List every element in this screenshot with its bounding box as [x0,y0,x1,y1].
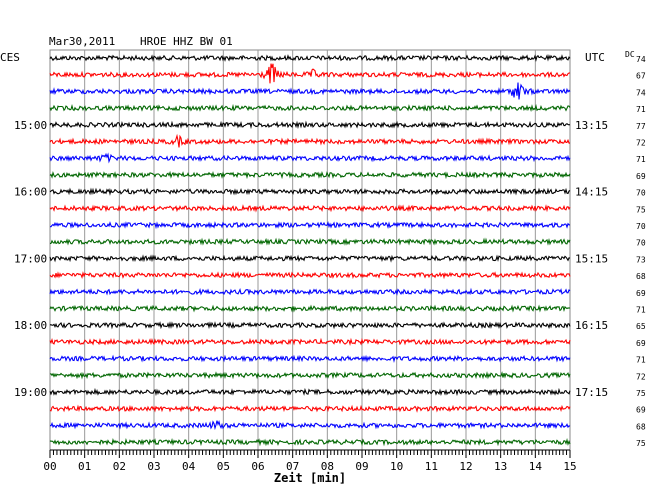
x-tick-label: 08 [321,460,334,473]
hour-labels: 15:00 16:00 17:00 18:00 19:00 13:15 14:15 15:15… [14,119,608,399]
x-axis: 00 01 02 03 04 05 06 07 08 09 10 11 12 13 14 15 [43,449,577,473]
left-timezone-label: CES [0,51,20,64]
trace-18 [49,337,571,346]
trace-14 [49,271,571,280]
x-tick-label: 09 [355,460,368,473]
trace-3 [49,82,571,100]
x-tick-label: 04 [182,460,196,473]
dc-value: 72 [636,372,646,381]
dc-value: 75 [636,439,646,448]
left-hour-label: 18:00 [14,319,47,332]
dc-value: 75 [636,205,646,214]
right-hour-label: 17:15 [575,386,608,399]
trace-15 [49,287,571,296]
x-tick-label: 10 [390,460,403,473]
x-tick-label: 01 [78,460,91,473]
right-hour-label: 13:15 [575,119,608,132]
dc-value: 71 [636,155,646,164]
dc-value: 69 [636,339,646,348]
trace-12 [49,237,571,246]
date-label: Mar30,2011 [49,35,115,48]
dc-value: 67 [636,72,646,81]
trace-20 [49,371,571,380]
x-tick-label: 03 [147,460,160,473]
dc-value: 77 [636,122,646,131]
dc-value: 74 [636,55,646,64]
dc-value: 73 [636,255,646,264]
x-tick-label: 02 [113,460,126,473]
dc-value: 70 [636,239,646,248]
trace-7 [49,152,571,164]
trace-8 [49,170,571,180]
dc-values: 74 67 74 71 77 72 71 69 70 75 70 70 73 68 69 71 65 69 71 72… [636,55,646,448]
dc-value: 71 [636,306,646,315]
dc-value: 75 [636,389,646,398]
trace-13 [49,254,571,263]
x-tick-label: 06 [251,460,264,473]
x-tick-label: 13 [494,460,507,473]
dc-value: 68 [636,422,646,431]
x-axis-label: Zeit [min] [274,471,346,485]
trace-24 [49,437,571,447]
trace-9 [49,187,571,196]
dc-value: 70 [636,189,646,198]
trace-4 [49,103,571,113]
dc-value: 69 [636,406,646,415]
trace-17 [49,321,571,330]
dc-header-label: DC [625,50,635,59]
x-tick-label: 12 [459,460,472,473]
trace-11 [50,220,571,230]
x-tick-label: 07 [286,460,299,473]
trace-22 [49,404,571,413]
trace-21 [49,387,571,397]
dc-value: 70 [636,222,646,231]
left-hour-label: 19:00 [14,386,47,399]
left-hour-label: 15:00 [14,119,47,132]
right-hour-label: 14:15 [575,186,608,199]
x-tick-label: 15 [563,460,576,473]
x-tick-label: 00 [43,460,56,473]
seismic-traces [49,54,571,447]
left-hour-label: 16:00 [14,186,47,199]
trace-1 [49,54,571,63]
trace-23 [49,420,571,431]
dc-value: 69 [636,289,646,298]
right-timezone-label: UTC [585,51,605,64]
dc-value: 65 [636,322,646,331]
dc-value: 71 [636,356,646,365]
x-tick-label: 05 [217,460,230,473]
dc-value: 74 [636,88,646,97]
dc-value: 71 [636,105,646,114]
x-tick-label: 14 [529,460,543,473]
dc-value: 68 [636,272,646,281]
dc-value: 69 [636,172,646,181]
left-hour-label: 17:00 [14,252,47,265]
trace-19 [49,354,571,363]
dc-value: 72 [636,139,646,148]
x-tick-label: 11 [425,460,438,473]
right-hour-label: 15:15 [575,252,608,265]
station-label: HROE HHZ BW 01 [140,35,233,48]
trace-10 [49,204,571,213]
trace-16 [49,304,571,313]
right-hour-label: 16:15 [575,319,608,332]
trace-2 [49,63,571,84]
trace-5 [49,120,571,130]
minute-grid [84,50,536,450]
trace-6 [49,133,571,148]
